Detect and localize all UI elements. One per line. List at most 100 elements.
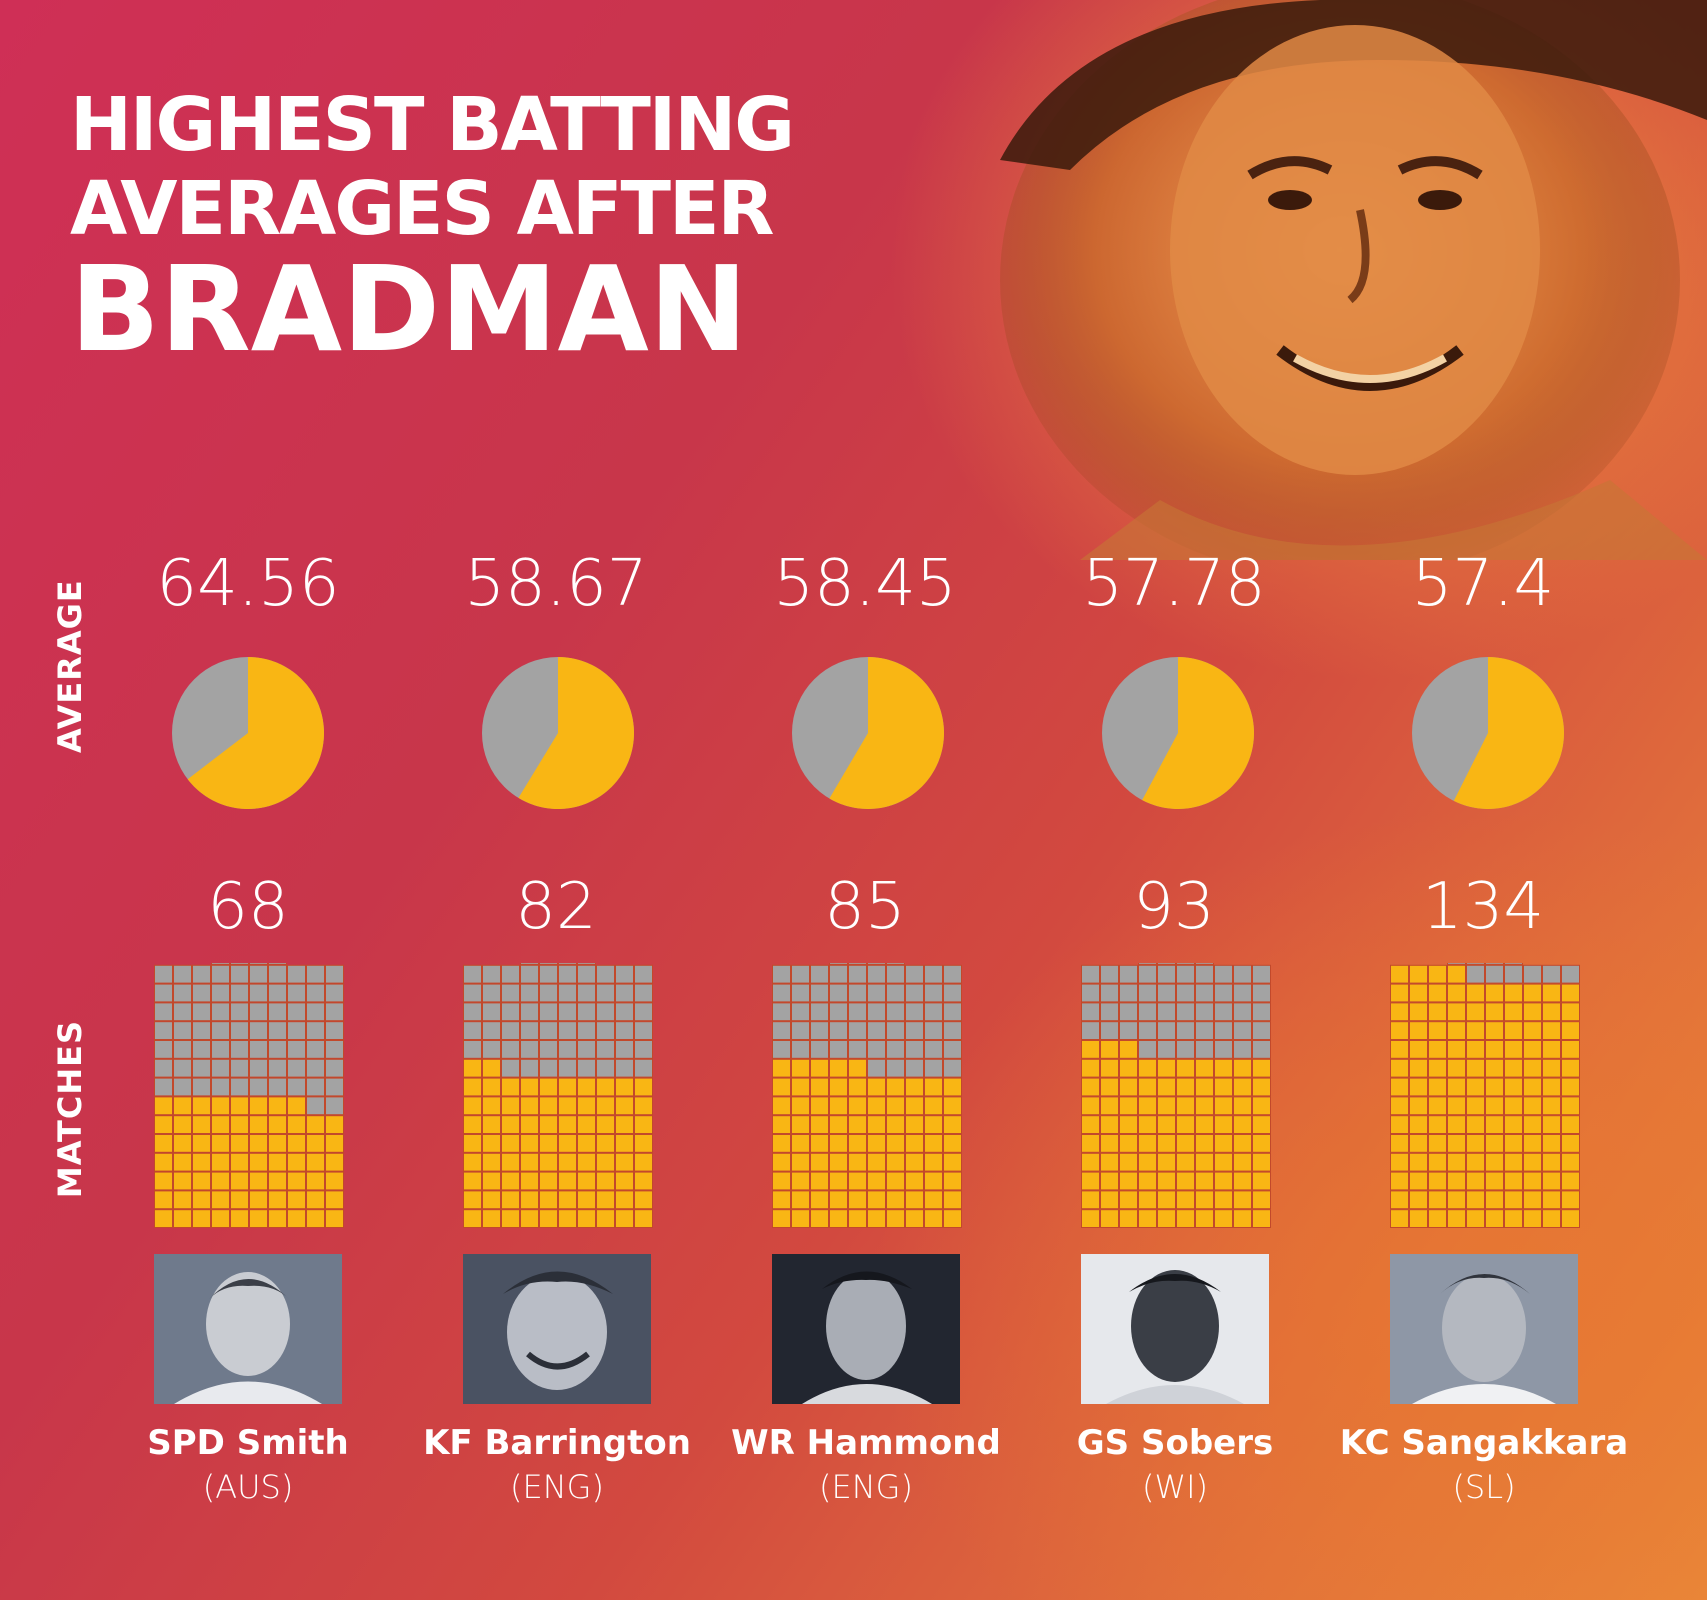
- match-cell-empty: [287, 1021, 306, 1040]
- match-cell-empty: [1233, 964, 1252, 984]
- match-cell-played: [829, 1171, 848, 1191]
- match-cell-played: [1409, 1002, 1428, 1022]
- match-cell-empty: [268, 963, 287, 965]
- match-cell-empty: [249, 1021, 268, 1040]
- bradman-portrait: [1000, 0, 1707, 560]
- match-cell-empty: [772, 983, 791, 1003]
- match-cell-played: [1176, 1096, 1195, 1116]
- match-cell-played: [249, 1115, 268, 1134]
- match-cell-played: [1561, 1021, 1580, 1040]
- match-cell-played: [829, 1115, 848, 1134]
- match-cell-played: [577, 1115, 596, 1134]
- match-cell-played: [501, 1171, 520, 1191]
- match-cell-played: [501, 1077, 520, 1097]
- player-photo-hammond: [772, 1254, 960, 1404]
- matches-axis-label: MATCHES: [51, 1019, 89, 1199]
- match-cell-played: [886, 1190, 905, 1210]
- match-cell-empty: [924, 1040, 943, 1059]
- match-cell-empty: [306, 1077, 325, 1097]
- match-cell-empty: [772, 1040, 791, 1059]
- match-cell-played: [249, 1134, 268, 1153]
- match-cell-empty: [325, 1058, 344, 1078]
- match-cell-played: [1119, 1058, 1138, 1078]
- match-cell-empty: [1485, 964, 1504, 984]
- match-cell-played: [501, 1209, 520, 1228]
- match-cell-played: [1390, 1021, 1409, 1040]
- match-cell-played: [886, 1171, 905, 1191]
- match-cell-played: [1119, 1152, 1138, 1172]
- match-cell-empty: [905, 964, 924, 984]
- match-cell-played: [1390, 983, 1409, 1003]
- match-cell-empty: [943, 1040, 962, 1059]
- match-cell-played: [1176, 1190, 1195, 1210]
- match-cell-played: [1252, 1190, 1271, 1210]
- match-cell-played: [1504, 1152, 1523, 1172]
- match-cell-played: [325, 1115, 344, 1134]
- match-cell-played: [463, 1134, 482, 1153]
- match-cell-played: [1485, 1190, 1504, 1210]
- match-cell-empty: [905, 983, 924, 1003]
- match-cell-played: [1081, 1040, 1100, 1059]
- match-cell-empty: [1466, 963, 1485, 965]
- match-cell-empty: [539, 964, 558, 984]
- match-cell-played: [325, 1152, 344, 1172]
- title-line-1: HIGHEST BATTING: [70, 82, 795, 168]
- match-cell-empty: [558, 1058, 577, 1078]
- match-cell-played: [268, 1152, 287, 1172]
- match-cell-empty: [173, 1021, 192, 1040]
- match-cell-played: [192, 1171, 211, 1191]
- match-cell-empty: [772, 1002, 791, 1022]
- match-cell-played: [577, 1134, 596, 1153]
- match-cell-played: [306, 1209, 325, 1228]
- match-cell-played: [520, 1077, 539, 1097]
- match-cell-empty: [287, 1040, 306, 1059]
- match-cell-played: [463, 1077, 482, 1097]
- match-cell-empty: [1176, 1002, 1195, 1022]
- match-cell-empty: [539, 963, 558, 965]
- match-cell-empty: [463, 983, 482, 1003]
- match-cell-played: [1466, 1171, 1485, 1191]
- title-line-3: BRADMAN: [70, 240, 748, 378]
- match-cell-played: [1428, 1002, 1447, 1022]
- match-cell-played: [615, 1077, 634, 1097]
- match-cell-played: [1119, 1171, 1138, 1191]
- match-cell-played: [1561, 1096, 1580, 1116]
- match-cell-empty: [791, 964, 810, 984]
- match-cell-empty: [1447, 963, 1466, 965]
- match-cell-played: [634, 1209, 653, 1228]
- match-cell-played: [1523, 1115, 1542, 1134]
- match-cell-played: [615, 1134, 634, 1153]
- match-cell-played: [1466, 1077, 1485, 1097]
- match-cell-played: [230, 1171, 249, 1191]
- match-cell-empty: [1195, 1040, 1214, 1059]
- match-cell-played: [249, 1209, 268, 1228]
- player-name-barrington: KF Barrington: [423, 1423, 691, 1463]
- match-cell-played: [848, 1058, 867, 1078]
- match-cell-played: [905, 1096, 924, 1116]
- match-cell-played: [1119, 1190, 1138, 1210]
- match-cell-played: [577, 1171, 596, 1191]
- match-cell-empty: [306, 1002, 325, 1022]
- match-cell-empty: [886, 983, 905, 1003]
- match-cell-empty: [905, 1058, 924, 1078]
- match-cell-played: [615, 1190, 634, 1210]
- match-cell-played: [1390, 1002, 1409, 1022]
- match-cell-empty: [1081, 983, 1100, 1003]
- match-cell-played: [1233, 1077, 1252, 1097]
- match-cell-played: [501, 1096, 520, 1116]
- match-cell-played: [943, 1115, 962, 1134]
- match-cell-empty: [1100, 1021, 1119, 1040]
- player-name-sobers: GS Sobers: [1076, 1423, 1274, 1463]
- match-cell-played: [615, 1152, 634, 1172]
- match-cell-played: [211, 1190, 230, 1210]
- match-cell-played: [867, 1209, 886, 1228]
- match-cell-empty: [1233, 1040, 1252, 1059]
- match-cell-played: [943, 1096, 962, 1116]
- match-cell-played: [848, 1190, 867, 1210]
- match-cell-empty: [1214, 1021, 1233, 1040]
- match-cell-played: [596, 1077, 615, 1097]
- match-cell-empty: [1233, 1021, 1252, 1040]
- match-cell-played: [924, 1115, 943, 1134]
- match-cell-played: [1485, 1096, 1504, 1116]
- match-cell-played: [924, 1171, 943, 1191]
